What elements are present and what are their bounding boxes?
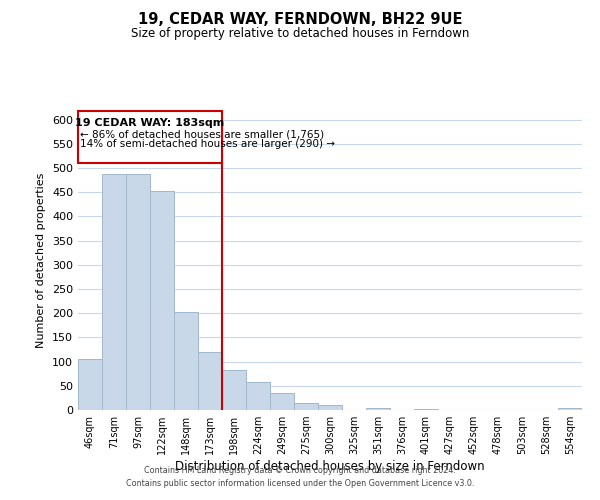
Bar: [150, 192, 174, 410]
Bar: [78, 359, 102, 410]
Text: Contains HM Land Registry data © Crown copyright and database right 2024.
Contai: Contains HM Land Registry data © Crown c…: [126, 466, 474, 487]
Bar: [246, 382, 270, 410]
Y-axis label: Number of detached properties: Number of detached properties: [37, 172, 46, 348]
Bar: [102, 174, 126, 410]
Bar: [222, 370, 246, 410]
Bar: [318, 405, 342, 410]
Bar: [198, 352, 222, 410]
FancyBboxPatch shape: [78, 111, 222, 163]
Text: 19, CEDAR WAY, FERNDOWN, BH22 9UE: 19, CEDAR WAY, FERNDOWN, BH22 9UE: [138, 12, 462, 28]
Text: 14% of semi-detached houses are larger (290) →: 14% of semi-detached houses are larger (…: [80, 138, 335, 148]
Text: ← 86% of detached houses are smaller (1,765): ← 86% of detached houses are smaller (1,…: [80, 130, 325, 140]
Bar: [174, 312, 198, 410]
Text: Size of property relative to detached houses in Ferndown: Size of property relative to detached ho…: [131, 28, 469, 40]
X-axis label: Distribution of detached houses by size in Ferndown: Distribution of detached houses by size …: [175, 460, 485, 473]
Bar: [366, 408, 390, 410]
Bar: [126, 174, 150, 410]
Bar: [558, 408, 582, 410]
Bar: [294, 402, 318, 410]
Bar: [270, 393, 294, 410]
Bar: [414, 408, 438, 410]
Text: 19 CEDAR WAY: 183sqm: 19 CEDAR WAY: 183sqm: [76, 118, 224, 128]
